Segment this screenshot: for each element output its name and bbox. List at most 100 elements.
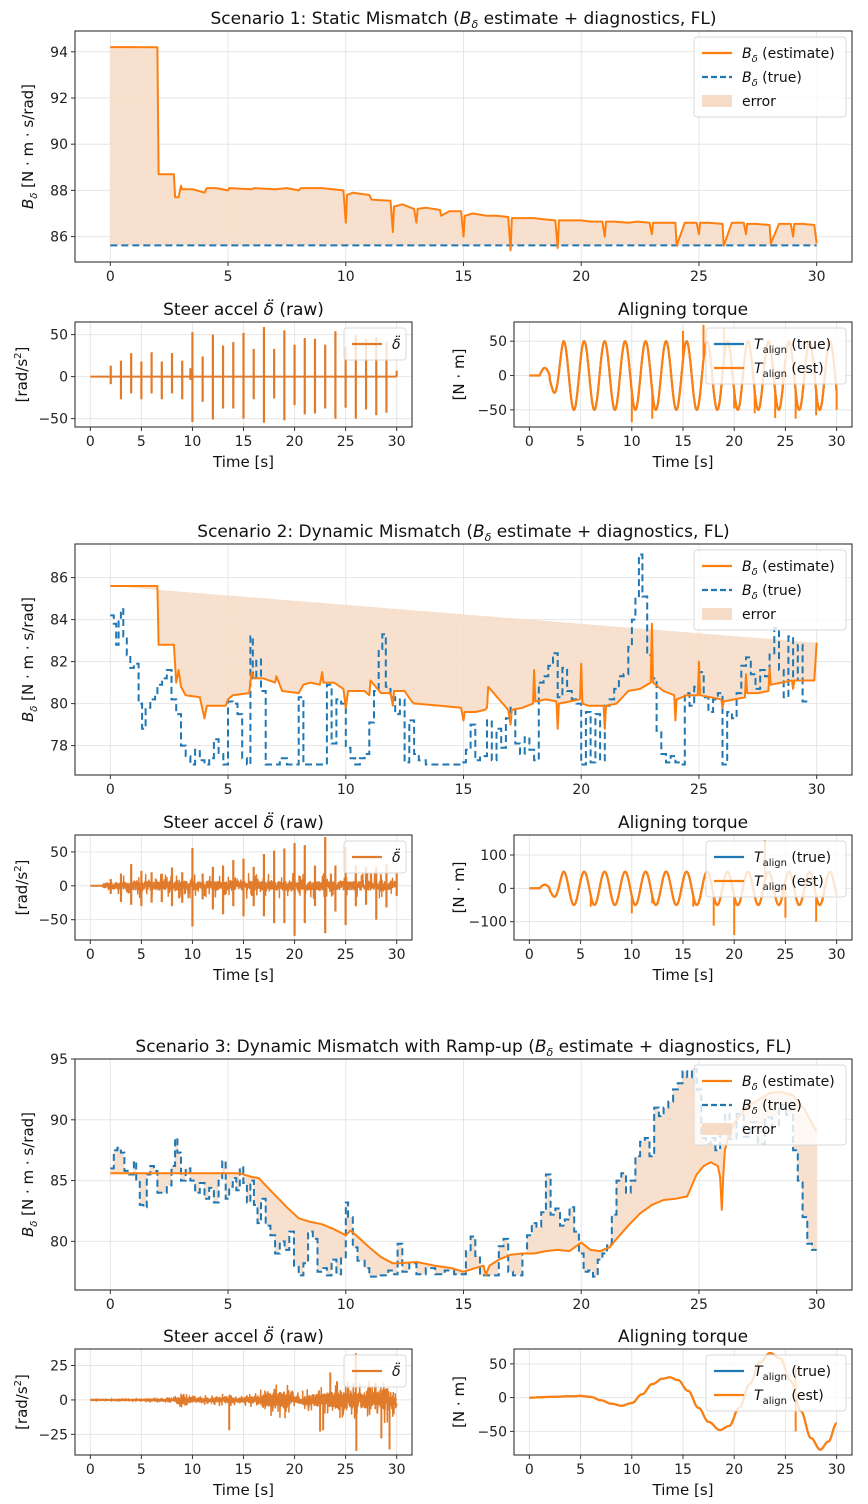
legend-label: Talign (est) <box>754 874 824 893</box>
x-axis-label: Time [s] <box>652 966 714 984</box>
x-tick-label: 20 <box>725 434 743 450</box>
legend-item: error <box>702 1122 776 1138</box>
y-tick-label: 0 <box>498 881 507 897</box>
chart-title: Aligning torque <box>618 1327 748 1347</box>
x-tick-label: 15 <box>455 782 473 798</box>
x-tick-label: 0 <box>86 434 95 450</box>
x-tick-label: 25 <box>337 1462 355 1478</box>
y-tick-label: 94 <box>50 45 68 61</box>
x-tick-label: 30 <box>808 1297 826 1313</box>
x-tick-label: 20 <box>725 1462 743 1478</box>
chart-s2-accel: 0 5 10 15 20 25 30 −50 0 50 Steer accel δ̈ (raw) Ti… <box>13 811 413 984</box>
error-fill <box>110 586 817 729</box>
x-tick-label: 5 <box>576 1462 585 1478</box>
x-tick-label: 10 <box>184 947 202 963</box>
y-tick-label: −100 <box>469 915 507 931</box>
x-axis-label: Time [s] <box>212 966 274 984</box>
y-tick-label: 100 <box>480 848 507 864</box>
legend-label: Talign (est) <box>754 361 824 380</box>
x-axis-label: Time [s] <box>212 453 274 471</box>
legend-label: δ̈ <box>392 1361 401 1380</box>
y-tick-label: 50 <box>50 328 68 344</box>
x-tick-label: 20 <box>286 434 304 450</box>
x-tick-label: 30 <box>808 782 826 798</box>
legend-item: Talign (true) <box>714 337 831 356</box>
chart-title: Scenario 2: Dynamic Mismatch (Bδ estimat… <box>197 522 729 544</box>
y-tick-label: 78 <box>50 739 68 755</box>
x-tick-label: 15 <box>235 1462 253 1478</box>
x-tick-label: 25 <box>777 947 795 963</box>
y-tick-label: 88 <box>50 183 68 199</box>
y-tick-label: 0 <box>498 369 507 385</box>
x-tick-label: 10 <box>623 1462 641 1478</box>
x-tick-label: 5 <box>576 947 585 963</box>
x-tick-label: 30 <box>828 947 846 963</box>
y-tick-label: −50 <box>477 403 507 419</box>
x-tick-label: 20 <box>286 947 304 963</box>
x-tick-label: 15 <box>455 1297 473 1313</box>
legend-swatch-error <box>702 608 732 620</box>
legend-label: error <box>742 94 776 110</box>
x-tick-label: 30 <box>388 947 406 963</box>
y-tick-label: −25 <box>38 1427 68 1443</box>
x-tick-label: 0 <box>106 782 115 798</box>
legend-item: Bδ (true) <box>702 583 802 602</box>
x-tick-label: 25 <box>690 1297 708 1313</box>
y-tick-label: 84 <box>50 613 68 629</box>
chart-title: Scenario 1: Static Mismatch (Bδ estimate… <box>210 9 716 31</box>
x-tick-label: 5 <box>224 782 233 798</box>
legend-swatch-error <box>702 95 732 107</box>
legend-label: Talign (true) <box>754 850 831 869</box>
y-tick-label: 80 <box>50 697 68 713</box>
x-tick-label: 5 <box>137 1462 146 1478</box>
x-tick-label: 25 <box>337 947 355 963</box>
legend-item: Bδ (estimate) <box>702 46 835 65</box>
accel-noise <box>102 872 398 899</box>
x-axis-label: Time [s] <box>212 1481 274 1499</box>
legend: Talign (true) Talign (est) <box>705 1354 847 1412</box>
series-line-true <box>110 1067 817 1278</box>
legend-label: Bδ (estimate) <box>742 1074 835 1093</box>
x-tick-label: 15 <box>674 947 692 963</box>
x-tick-label: 0 <box>525 434 534 450</box>
legend-item: Talign (true) <box>714 850 831 869</box>
legend-label: Bδ (true) <box>742 1098 802 1117</box>
x-tick-label: 5 <box>224 269 233 285</box>
legend-box <box>705 840 847 898</box>
x-tick-label: 0 <box>525 1462 534 1478</box>
x-tick-label: 25 <box>777 434 795 450</box>
y-tick-label: 0 <box>59 879 68 895</box>
x-tick-label: 0 <box>86 1462 95 1478</box>
legend-label: error <box>742 607 776 623</box>
x-tick-label: 10 <box>337 269 355 285</box>
x-tick-label: 30 <box>388 434 406 450</box>
x-axis-label: Time [s] <box>652 453 714 471</box>
legend: δ̈ <box>343 327 407 361</box>
y-tick-label: 86 <box>50 230 68 246</box>
legend-item: Bδ (true) <box>702 1098 802 1117</box>
y-tick-label: 50 <box>489 1357 507 1373</box>
legend-label: Talign (est) <box>754 1388 824 1407</box>
y-axis-label: Bδ [N · m · s/rad] <box>19 1112 40 1237</box>
x-tick-label: 30 <box>388 1462 406 1478</box>
series-line-estimate <box>110 585 818 730</box>
y-tick-label: 85 <box>50 1174 68 1190</box>
x-tick-label: 25 <box>690 782 708 798</box>
legend-label: Bδ (true) <box>742 70 802 89</box>
x-tick-label: 15 <box>455 269 473 285</box>
y-axis-label: [N · m] <box>450 1376 468 1428</box>
y-tick-label: 0 <box>59 1393 68 1409</box>
accel-noise <box>89 1380 398 1424</box>
legend: δ̈ <box>343 840 407 874</box>
x-tick-label: 30 <box>828 434 846 450</box>
x-tick-label: 5 <box>576 434 585 450</box>
chart-s2-torque: 0 5 10 15 20 25 30 −100 0 100 Aligning torque Time … <box>450 813 853 984</box>
legend: Talign (true) Talign (est) <box>705 840 847 898</box>
y-axis-label: [N · m] <box>450 349 468 401</box>
y-tick-label: 90 <box>50 137 68 153</box>
x-tick-label: 0 <box>525 947 534 963</box>
legend-item: Talign (est) <box>714 361 824 380</box>
plot-area <box>110 553 818 766</box>
x-tick-label: 25 <box>337 434 355 450</box>
x-tick-label: 20 <box>572 269 590 285</box>
